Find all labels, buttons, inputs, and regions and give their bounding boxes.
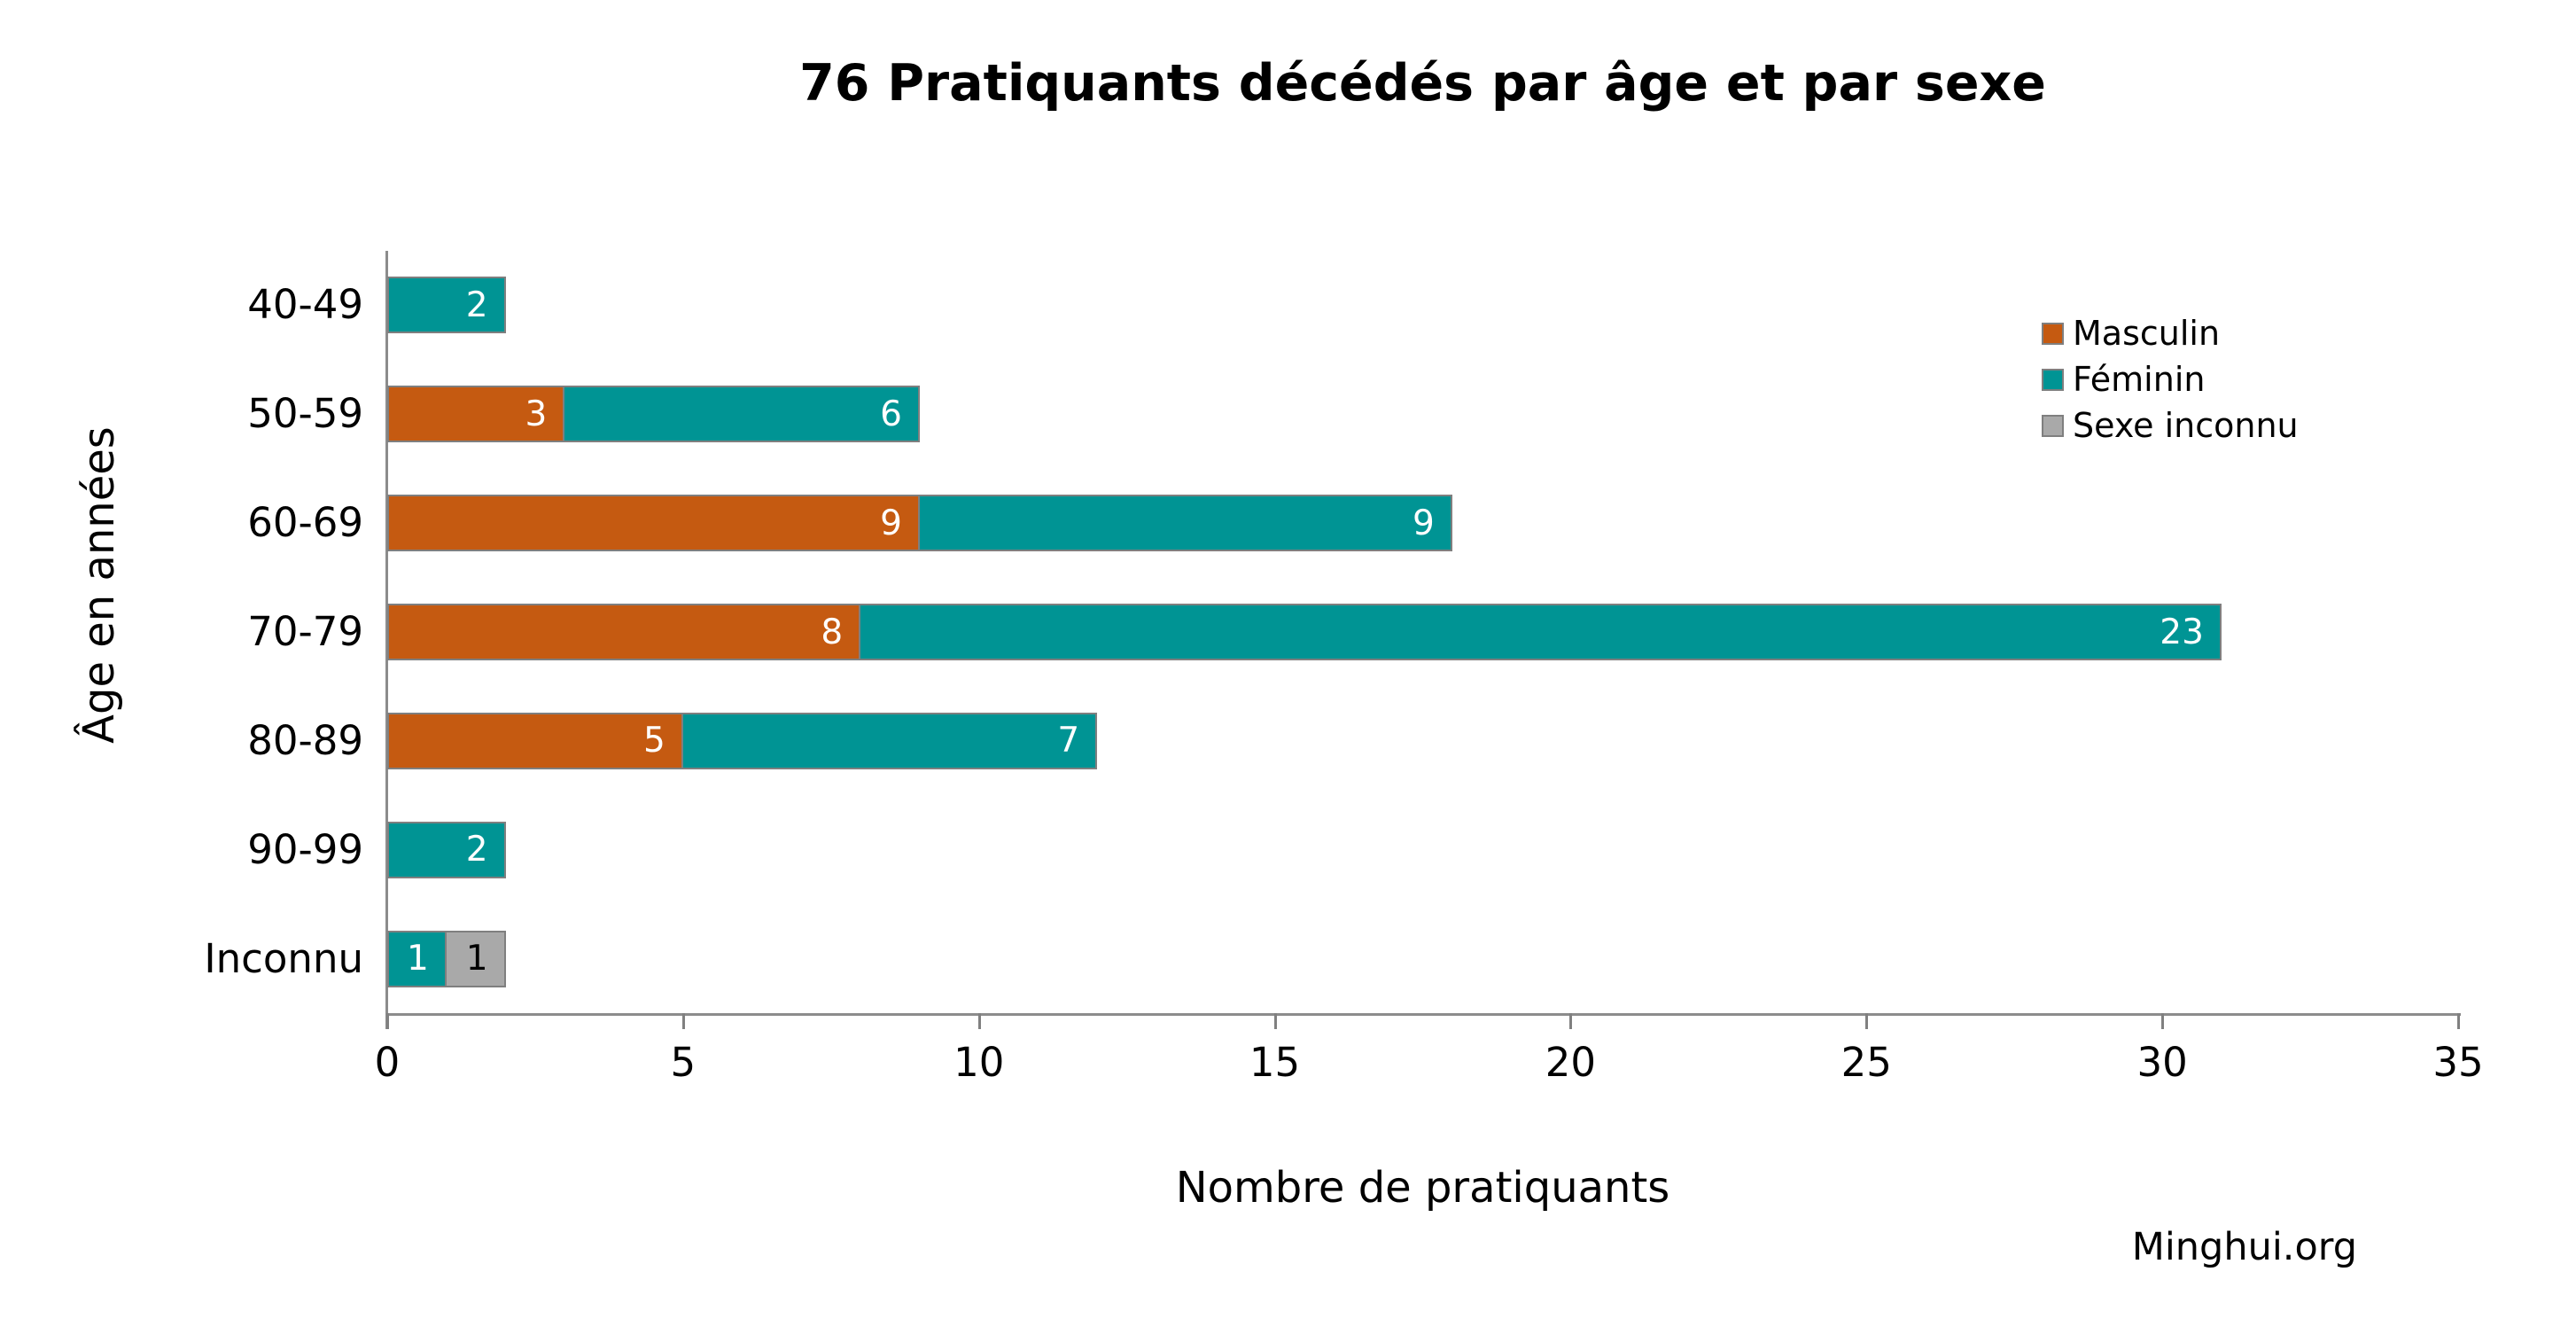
x-axis-tick-label: 20 (1545, 1039, 1597, 1086)
legend: Masculin Féminin Sexe inconnu (2042, 310, 2299, 449)
x-axis-tick (2161, 1013, 2165, 1029)
bar-segment-masculin: 5 (387, 712, 683, 769)
x-axis-tick-label: 25 (1841, 1039, 1892, 1086)
x-axis-tick (1273, 1013, 1277, 1029)
x-axis-title: Nombre de pratiquants (1175, 1163, 1670, 1213)
legend-item-masculin: Masculin (2042, 310, 2299, 356)
bar-value-label: 9 (880, 503, 902, 543)
bar-segment-f-minin: 2 (387, 277, 506, 334)
chart-title: 76 Pratiquants décédés par âge et par se… (799, 54, 2046, 113)
x-axis-tick-label: 30 (2136, 1039, 2188, 1086)
x-axis-tick (681, 1013, 685, 1029)
bar-value-label: 6 (880, 394, 902, 434)
legend-item-sexe-inconnu: Sexe inconnu (2042, 402, 2299, 449)
bar-segment-f-minin: 2 (387, 821, 506, 878)
bar-segment-masculin: 3 (387, 386, 565, 443)
legend-label: Masculin (2073, 314, 2221, 353)
y-category-label-90-99: 90-99 (247, 825, 363, 873)
bar-segment-f-minin: 9 (917, 495, 1452, 552)
y-category-label-inconnu: Inconnu (204, 934, 363, 982)
bar-value-label: 23 (2160, 612, 2204, 652)
y-category-label-40-49: 40-49 (247, 281, 363, 329)
legend-item-f-minin: Féminin (2042, 356, 2299, 402)
x-axis-tick (386, 1013, 389, 1029)
bar-value-label: 3 (525, 394, 548, 434)
bar-value-label: 5 (643, 721, 665, 761)
bar-value-label: 2 (465, 830, 488, 870)
x-axis-tick (977, 1013, 981, 1029)
x-axis-tick-label: 0 (374, 1039, 401, 1086)
y-category-label-80-89: 80-89 (247, 716, 363, 764)
y-category-label-60-69: 60-69 (247, 499, 363, 547)
x-axis-tick-label: 35 (2432, 1039, 2484, 1086)
legend-swatch-masculin (2042, 322, 2064, 345)
bar-segment-f-minin: 7 (681, 712, 1098, 769)
y-axis-line (385, 251, 388, 1029)
x-axis-tick-label: 5 (670, 1039, 697, 1086)
y-axis-title: Âge en années (74, 426, 124, 744)
bar-value-label: 9 (1413, 503, 1435, 543)
legend-label: Féminin (2073, 360, 2206, 399)
bar-value-label: 8 (821, 612, 844, 652)
bar-segment-f-minin: 23 (859, 604, 2222, 660)
x-axis-tick (2457, 1013, 2460, 1029)
x-axis-tick (1865, 1013, 1869, 1029)
legend-label: Sexe inconnu (2073, 406, 2299, 445)
bar-segment-f-minin: 6 (563, 386, 920, 443)
bar-segment-f-minin: 1 (387, 930, 447, 987)
bar-segment-masculin: 8 (387, 604, 861, 660)
bar-value-label: 1 (406, 939, 429, 979)
x-axis-tick-label: 15 (1249, 1039, 1301, 1086)
bar-segment-sexe-inconnu: 1 (444, 930, 506, 987)
bar-segment-masculin: 9 (387, 495, 920, 552)
bar-value-label: 7 (1057, 721, 1080, 761)
legend-swatch-f-minin (2042, 368, 2064, 391)
bar-value-label: 1 (465, 939, 488, 979)
y-category-label-50-59: 50-59 (247, 390, 363, 438)
y-category-label-70-79: 70-79 (247, 608, 363, 655)
x-axis-tick-label: 10 (953, 1039, 1005, 1086)
watermark: Minghui.org (2131, 1225, 2357, 1269)
bar-value-label: 2 (465, 285, 488, 325)
x-axis-tick (1569, 1013, 1573, 1029)
legend-swatch-sexe-inconnu (2042, 414, 2064, 437)
x-axis-line (385, 1013, 2461, 1016)
